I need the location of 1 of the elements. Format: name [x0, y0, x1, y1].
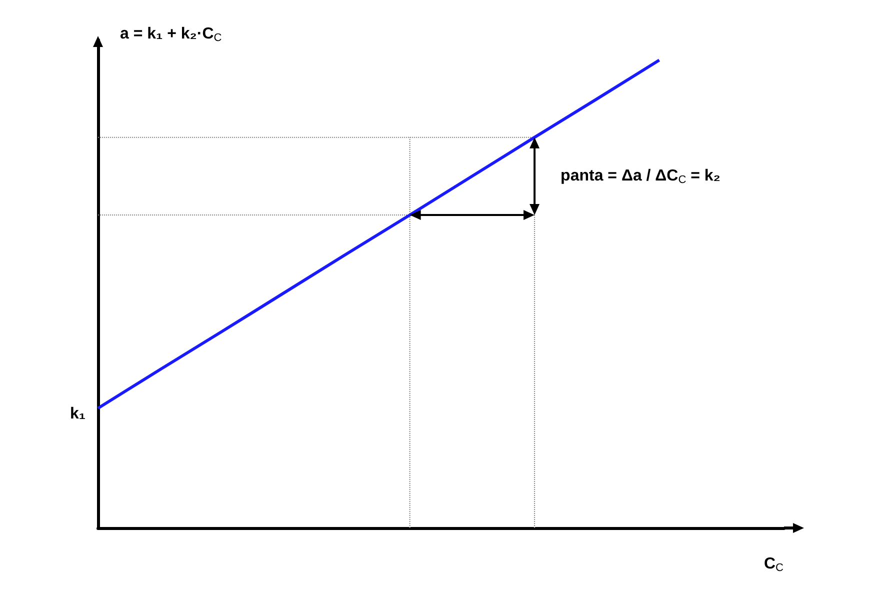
text: k₁ — [70, 406, 86, 423]
